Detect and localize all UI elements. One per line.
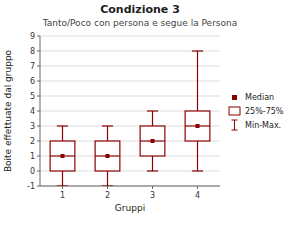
whisker-low xyxy=(107,171,108,186)
legend-marker xyxy=(229,107,240,115)
box xyxy=(185,111,210,141)
y-tick-label: 4 xyxy=(30,107,35,116)
x-axis-label: Gruppi xyxy=(115,203,145,213)
y-tick-label: 5 xyxy=(30,92,35,101)
grid-line xyxy=(40,66,220,67)
y-tick-label: 9 xyxy=(30,32,35,41)
grid-line xyxy=(40,96,220,97)
grid-line xyxy=(40,186,220,187)
plot-area xyxy=(50,51,210,186)
legend-label: Min-Max. xyxy=(245,121,281,130)
y-tick-label: 1 xyxy=(30,152,35,161)
median-marker xyxy=(151,139,155,143)
x-tick-label: 3 xyxy=(150,191,155,200)
grid-line xyxy=(40,126,220,127)
y-tick-label: 8 xyxy=(30,47,35,56)
whisker-low xyxy=(152,156,153,171)
y-tick-label: 2 xyxy=(30,137,35,146)
whisker-cap-high xyxy=(147,110,158,111)
title: Condizione 3 xyxy=(100,3,180,16)
y-axis-label: Boite effettuate dal gruppo xyxy=(3,49,13,172)
legend: Median 25%-75% Min-Max. xyxy=(229,93,284,130)
x-tick-label: 2 xyxy=(105,191,110,200)
whisker-cap-low xyxy=(147,170,158,171)
x-axis-line xyxy=(40,186,220,187)
whisker-high xyxy=(62,126,63,141)
whisker-low xyxy=(197,141,198,171)
grid-line xyxy=(40,156,220,157)
x-tick-label: 1 xyxy=(60,191,65,200)
legend-label: 25%-75% xyxy=(245,107,284,116)
grid-line xyxy=(40,36,220,37)
whisker-high xyxy=(107,126,108,141)
whisker-high xyxy=(152,111,153,126)
chart-container: Condizione 3 Tanto/Poco con persona e seg… xyxy=(0,0,299,225)
whisker-cap-low xyxy=(102,185,113,186)
whisker-cap-high xyxy=(192,50,203,51)
y-tick-label: 6 xyxy=(30,77,35,86)
box xyxy=(140,126,165,156)
grid-line xyxy=(40,81,220,82)
y-tick-label: 7 xyxy=(30,62,35,71)
y-axis-line xyxy=(40,36,41,186)
whisker-low xyxy=(62,171,63,186)
median-marker xyxy=(196,124,200,128)
y-tick-label: -1 xyxy=(27,182,35,191)
legend-marker xyxy=(234,120,235,130)
whisker-cap-low xyxy=(192,170,203,171)
y-tick-label: 0 xyxy=(30,167,35,176)
x-tick-label: 4 xyxy=(195,191,200,200)
grid-line xyxy=(40,51,220,52)
legend-marker xyxy=(232,95,237,100)
chart-svg: Condizione 3 Tanto/Poco con persona e seg… xyxy=(0,0,299,225)
legend-label: Median xyxy=(245,93,274,102)
whisker-cap-high xyxy=(102,125,113,126)
whisker-cap-low xyxy=(57,185,68,186)
box xyxy=(95,141,120,171)
legend-marker xyxy=(232,130,238,131)
subtitle: Tanto/Poco con persona e segue la Person… xyxy=(42,18,238,28)
y-tick-label: 3 xyxy=(30,122,35,131)
legend-marker xyxy=(232,120,238,121)
box xyxy=(50,141,75,171)
whisker-high xyxy=(197,51,198,111)
median-marker xyxy=(106,154,110,158)
grid xyxy=(40,36,220,186)
median-marker xyxy=(61,154,65,158)
whisker-cap-high xyxy=(57,125,68,126)
